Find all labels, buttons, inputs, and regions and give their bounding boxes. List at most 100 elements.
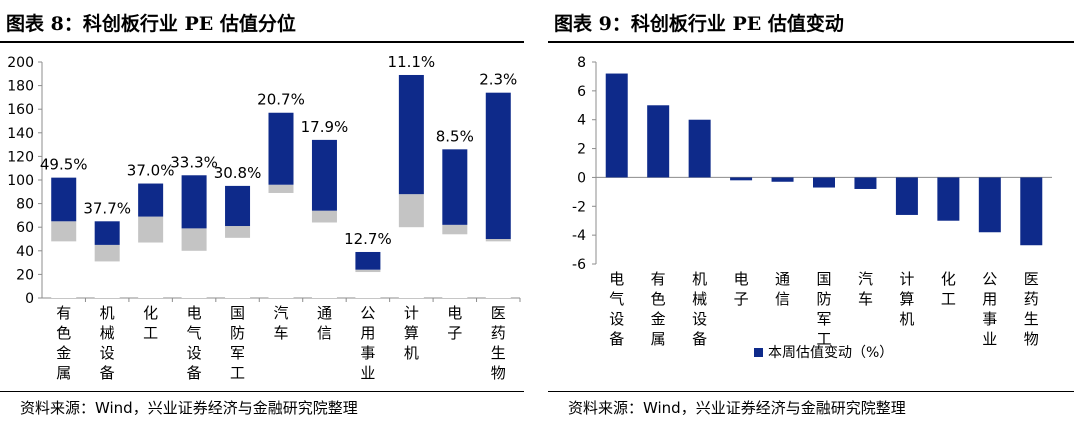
stacked-bar-segment-middle (94, 244, 120, 262)
stacked-bar-segment-bottom (442, 234, 468, 298)
stacked-bar-segment-top (181, 175, 207, 229)
bar-percent-label: 30.8% (214, 164, 262, 182)
x-category-label: 医药生物 (491, 304, 506, 382)
y-tick-label: 200 (7, 55, 34, 71)
bar-percent-label: 37.0% (127, 162, 175, 180)
x-category-label: 通信 (317, 304, 332, 342)
y-tick-label: 180 (7, 79, 34, 95)
figure-8-bottom-rule (0, 391, 524, 392)
x-category-label: 国防军工 (816, 270, 831, 348)
bar-percent-label: 20.7% (257, 91, 305, 109)
x-category-label: 化工 (143, 304, 158, 342)
y-tick-label: 160 (7, 102, 34, 118)
change-bar (895, 177, 918, 215)
stacked-bar-segment-top (398, 74, 424, 195)
stacked-bar-segment-top (355, 251, 381, 270)
stacked-bar-segment-bottom (51, 241, 77, 298)
x-category-label: 通信 (775, 270, 790, 308)
x-category-label: 医药生物 (1024, 270, 1039, 348)
bar-percent-label: 11.1% (388, 53, 436, 71)
y-tick-label: 4 (577, 113, 586, 129)
change-bar (813, 177, 835, 188)
stacked-bar-segment-middle (181, 228, 207, 251)
figure-9-title: 图表 9：科创板行业 PE 估值变动 (554, 13, 844, 35)
figure-9-source: 资料来源：Wind，兴业证券经济与金融研究院整理 (568, 399, 906, 417)
change-bar (1020, 177, 1043, 246)
y-tick-label: 6 (577, 84, 586, 100)
x-category-label: 电子 (447, 304, 462, 342)
figure-8-chart: 0 20 40 60 80 100 120 140 160 180 200 49.5% 有色金属 37.7… (7, 53, 521, 382)
stacked-bar-segment-bottom (355, 272, 381, 298)
stacked-bar-segment-bottom (181, 250, 207, 298)
change-bar (688, 119, 711, 178)
x-category-label: 电子 (734, 270, 749, 308)
stacked-bar-segment-top (311, 139, 337, 211)
change-bar (647, 105, 670, 178)
y-tick-label: 0 (577, 170, 586, 186)
bar-percent-label: 49.5% (40, 156, 88, 174)
change-bar (605, 73, 628, 178)
change-bar (937, 177, 960, 221)
stacked-bar-segment-middle (311, 210, 337, 223)
y-tick-label: 120 (7, 149, 34, 165)
y-tick-label: -4 (572, 228, 586, 244)
bar-percent-label: 8.5% (436, 127, 474, 145)
stacked-bar-segment-top (94, 221, 120, 245)
stacked-bar-segment-middle (51, 221, 77, 242)
stacked-bar-segment-bottom (225, 237, 251, 298)
stacked-bar-segment-top (225, 185, 251, 227)
stacked-bar-segment-bottom (268, 192, 294, 298)
y-tick-label: 60 (16, 220, 34, 236)
left-figure-panel: 图表 8：科创板行业 PE 估值分位 0 20 40 60 80 100 120 140 160… (0, 0, 530, 428)
y-tick-label: 100 (7, 173, 34, 189)
right-figure-panel: 图表 9：科创板行业 PE 估值变动 -6 -4 -2 0 2 4 6 8 电气设备 有色金属 机械… (548, 0, 1080, 428)
x-category-label: 计算机 (899, 270, 914, 328)
bar-percent-label: 17.9% (301, 118, 349, 136)
y-tick-label: -6 (572, 257, 586, 273)
x-category-label: 汽车 (858, 270, 873, 308)
x-category-label: 电气设备 (187, 304, 202, 382)
x-category-label: 有色金属 (651, 270, 666, 348)
stacked-bar-segment-middle (138, 216, 164, 243)
stacked-bar-segment-middle (442, 224, 468, 235)
legend-label: 本周估值变动（%） (768, 345, 893, 361)
figure-8-source: 资料来源：Wind，兴业证券经济与金融研究院整理 (20, 399, 358, 417)
stacked-bar-segment-top (138, 183, 164, 217)
bar-percent-label: 2.3% (479, 71, 517, 89)
stacked-bar-segment-bottom (398, 227, 424, 298)
x-category-label: 计算机 (404, 304, 419, 362)
change-bar (771, 177, 794, 182)
x-category-label: 电气设备 (609, 270, 624, 348)
stacked-bar-segment-top (485, 92, 511, 240)
x-category-label: 公用事业 (360, 304, 375, 382)
stacked-bar-segment-top (51, 177, 77, 222)
stacked-bar-segment-middle (485, 239, 511, 242)
x-category-label: 汽车 (273, 304, 288, 342)
y-tick-label: 8 (577, 55, 586, 71)
x-category-label: 机械设备 (692, 270, 707, 348)
stacked-bar-segment-middle (268, 184, 294, 193)
y-tick-label: 2 (577, 142, 586, 158)
y-tick-label: 140 (7, 126, 34, 142)
y-tick-label: 40 (16, 244, 34, 260)
stacked-bar-segment-middle (398, 194, 424, 228)
figure-8-title: 图表 8：科创板行业 PE 估值分位 (6, 13, 296, 35)
stacked-bar-segment-top (442, 149, 468, 225)
stacked-bar-segment-middle (355, 269, 381, 273)
y-tick-label: 0 (25, 291, 34, 307)
change-bar (854, 177, 877, 189)
stacked-bar-segment-bottom (311, 222, 337, 298)
stacked-bar-segment-bottom (138, 242, 164, 298)
y-tick-label: 80 (16, 197, 34, 213)
figure-9-top-rule (548, 41, 1074, 43)
legend-swatch (754, 348, 763, 357)
x-category-label: 机械设备 (100, 304, 115, 382)
x-category-label: 公用事业 (982, 270, 997, 348)
stacked-bar-segment-bottom (94, 261, 120, 298)
figure-8-top-rule (0, 41, 524, 43)
x-category-label: 国防军工 (230, 304, 245, 382)
bar-percent-label: 33.3% (170, 153, 218, 171)
x-category-label: 有色金属 (56, 304, 71, 382)
y-tick-label: -2 (572, 199, 586, 215)
